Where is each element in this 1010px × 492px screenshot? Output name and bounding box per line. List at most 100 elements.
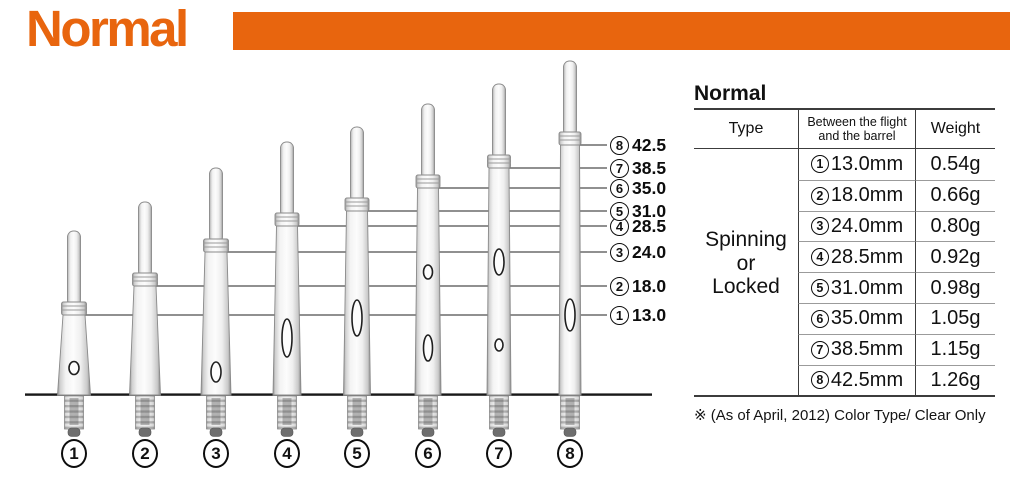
shaft-tip — [280, 141, 294, 218]
shaft-illustration-1 — [57, 230, 91, 437]
screw-tip — [209, 427, 223, 437]
screw-tip — [492, 427, 506, 437]
shaft-number-badge-6: 6 — [415, 439, 441, 468]
shaft-body — [129, 285, 161, 396]
length-label-7: 7 38.5 — [610, 158, 666, 179]
row-weight-cell-2: 0.66g — [915, 179, 995, 211]
circled-number-icon: 6 — [610, 179, 629, 198]
shaft-tip — [563, 60, 577, 137]
shaft-illustration-8 — [558, 60, 582, 437]
column-header-between-line2: and the barrel — [818, 129, 896, 143]
length-value: 13.0 — [632, 305, 667, 325]
screw-tip — [421, 427, 435, 437]
shaft-tip — [350, 126, 364, 203]
row-weight-cell-4: 0.92g — [915, 241, 995, 273]
screw-thread-sheen — [206, 396, 226, 429]
spec-table: Type Between the flight and the barrel W… — [694, 108, 995, 398]
screw-tip — [563, 427, 577, 437]
circled-number-icon: 7 — [610, 159, 629, 178]
row-weight-cell-7: 1.15g — [915, 333, 995, 365]
row-size-cell-7: 7 38.5mm — [798, 333, 915, 365]
shaft-number-badge-8: 8 — [557, 439, 583, 468]
size-value: 13.0mm — [830, 152, 904, 175]
screw-tip — [280, 427, 294, 437]
title-accent-bar — [233, 12, 1010, 50]
row-size-cell-2: 2 18.0mm — [798, 179, 915, 211]
shaft-body — [486, 167, 512, 396]
shaft-number-badge-7: 7 — [486, 439, 512, 468]
spin-slot — [422, 334, 434, 362]
screw-tip — [138, 427, 152, 437]
type-value-line-2: or — [736, 251, 756, 275]
type-value-line-3: Locked — [712, 275, 780, 299]
size-value: 18.0mm — [830, 184, 904, 207]
shaft-collar — [203, 238, 229, 253]
shaft-collar — [487, 154, 511, 169]
row-size-cell-6: 6 35.0mm — [798, 302, 915, 334]
spin-slot — [564, 298, 576, 332]
screw-thread-sheen — [277, 396, 297, 429]
length-label-6: 6 35.0 — [610, 178, 666, 199]
spin-slot — [494, 338, 504, 352]
screw-core — [140, 398, 150, 425]
circled-number-icon: 1 — [810, 155, 829, 174]
screw-tip — [67, 427, 81, 437]
footnote: ※ (As of April, 2012) Color Type/ Clear … — [694, 407, 986, 425]
size-value: 28.5mm — [830, 245, 904, 268]
size-value: 38.5mm — [830, 338, 904, 361]
row-weight-cell-3: 0.80g — [915, 210, 995, 242]
screw-tip — [350, 427, 364, 437]
length-value: 38.5 — [632, 158, 667, 178]
shaft-illustration-6 — [414, 103, 442, 437]
circled-number-icon: 1 — [610, 306, 629, 325]
spec-table-title: Normal — [694, 82, 767, 105]
row-size-cell-5: 5 31.0mm — [798, 272, 915, 303]
size-value: 35.0mm — [830, 307, 904, 330]
length-label-5: 5 31.0 — [610, 201, 666, 222]
shaft-collar — [344, 197, 370, 212]
screw-thread-sheen — [347, 396, 367, 429]
size-value: 31.0mm — [830, 276, 904, 299]
length-value: 31.0 — [632, 201, 667, 221]
shaft-number-badge-5: 5 — [344, 439, 370, 468]
circled-number-icon: 4 — [610, 217, 629, 236]
shaft-body — [558, 144, 582, 396]
circled-number-icon: 8 — [810, 371, 829, 390]
type-value-cell: Spinning or Locked — [694, 149, 798, 395]
shaft-tip — [138, 201, 152, 278]
length-value: 18.0 — [632, 276, 667, 296]
spin-slot — [210, 361, 222, 383]
screw-core — [282, 398, 292, 425]
shaft-illustration-5 — [343, 126, 371, 437]
shaft-tip — [421, 103, 435, 180]
shaft-body — [272, 225, 302, 396]
shaft-collar — [274, 212, 300, 227]
row-size-cell-4: 4 28.5mm — [798, 241, 915, 273]
length-value: 24.0 — [632, 242, 667, 262]
shaft-body — [414, 187, 442, 396]
shaft-tip — [492, 83, 506, 160]
screw-core — [565, 398, 575, 425]
screw-core — [69, 398, 79, 425]
circled-number-icon: 5 — [810, 279, 829, 298]
shaft-illustration-7 — [486, 83, 512, 437]
screw-core — [494, 398, 504, 425]
row-size-cell-1: 1 13.0mm — [798, 149, 915, 180]
length-value: 35.0 — [632, 178, 667, 198]
row-weight-cell-8: 1.26g — [915, 364, 995, 396]
column-header-between-line1: Between the flight — [807, 115, 907, 129]
length-label-2: 2 18.0 — [610, 276, 666, 297]
screw-thread-sheen — [489, 396, 509, 429]
spec-panel: Normal Type Between the flight and the b… — [694, 82, 996, 424]
screw-thread-sheen — [560, 396, 580, 429]
screw-thread-sheen — [418, 396, 438, 429]
shaft-number-badge-3: 3 — [203, 439, 229, 468]
shaft-size-diagram: 1 13.0 2 18.0 3 24.0 4 28.5 5 31.0 6 35.0 7 38.5 8 42.5… — [25, 60, 667, 468]
column-header-weight: Weight — [915, 110, 995, 149]
circled-number-icon: 4 — [810, 248, 829, 267]
screw-core — [352, 398, 362, 425]
shaft-tip — [67, 230, 81, 307]
length-label-4: 4 28.5 — [610, 216, 666, 237]
shaft-tip — [209, 167, 223, 244]
